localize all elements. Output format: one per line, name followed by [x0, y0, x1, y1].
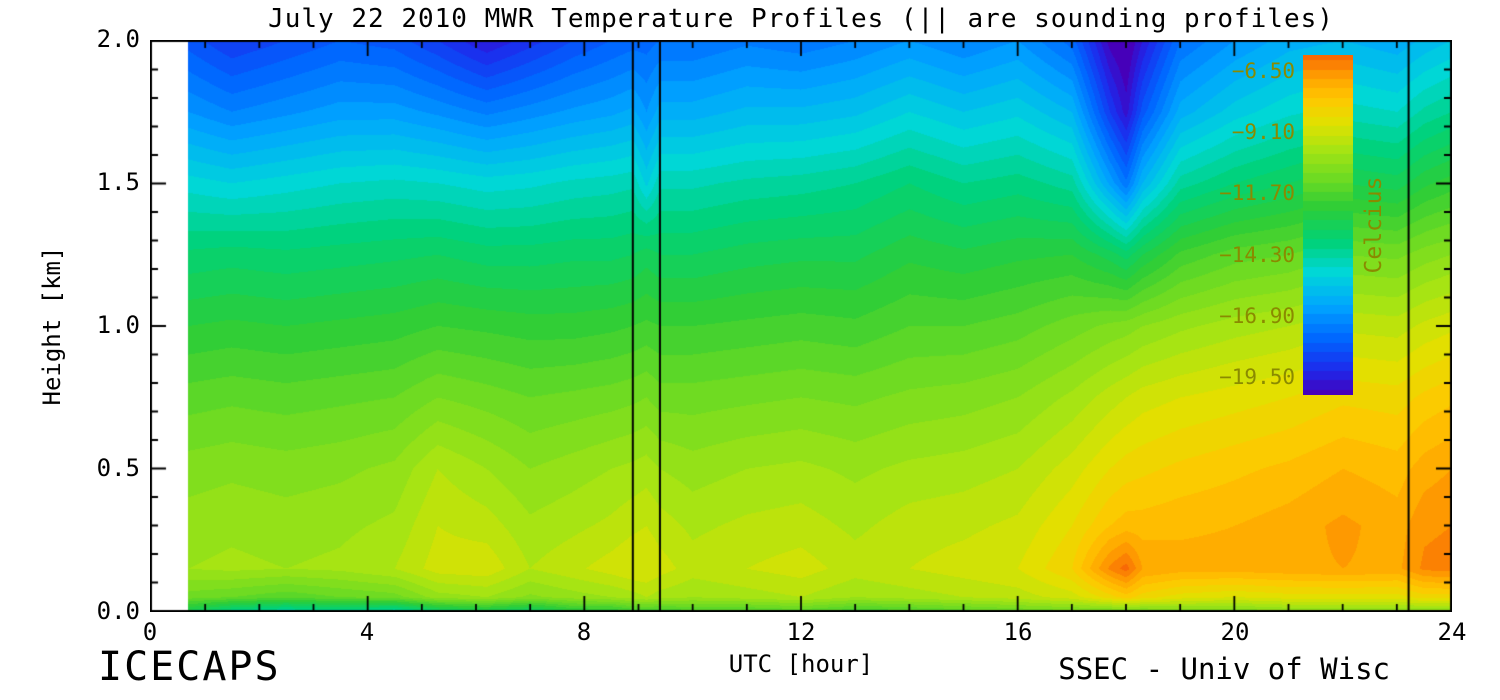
colorbar-canvas: [1303, 55, 1353, 395]
x-axis-title: UTC [hour]: [728, 650, 874, 678]
colorbar-tick-label: −9.10: [1231, 119, 1295, 144]
credit-label: SSEC - Univ of Wisc: [1058, 652, 1390, 686]
colorbar-title: Celcius: [1361, 176, 1387, 274]
x-tick-label: 8: [576, 618, 592, 646]
colorbar-tick-label: −6.50: [1231, 58, 1295, 83]
colorbar-tick-label: −16.90: [1219, 304, 1295, 329]
x-tick-label: 16: [1003, 618, 1033, 646]
project-label: ICECAPS: [98, 644, 281, 690]
colorbar-tick-label: −11.70: [1219, 181, 1295, 206]
x-tick-label: 24: [1437, 618, 1467, 646]
y-tick-label: 0.5: [96, 454, 140, 482]
x-tick-label: 0: [142, 618, 158, 646]
y-tick-label: 2.0: [96, 25, 140, 53]
x-tick-label: 12: [786, 618, 816, 646]
chart-title: July 22 2010 MWR Temperature Profiles (|…: [268, 4, 1334, 34]
temperature-heatmap-canvas: [150, 40, 1452, 612]
y-tick-label: 1.5: [96, 168, 140, 196]
x-tick-label: 20: [1220, 618, 1250, 646]
x-tick-label: 4: [359, 618, 375, 646]
y-tick-label: 0.0: [96, 597, 140, 625]
y-tick-label: 1.0: [96, 311, 140, 339]
colorbar-tick-label: −19.50: [1219, 365, 1295, 390]
colorbar-tick-label: −14.30: [1219, 242, 1295, 267]
